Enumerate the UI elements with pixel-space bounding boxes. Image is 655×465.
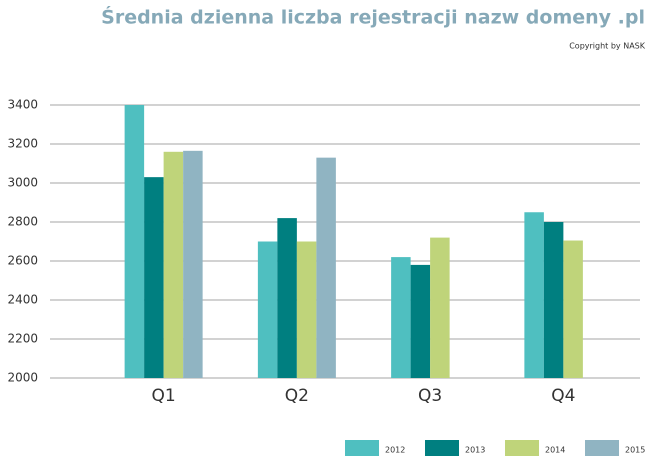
legend-label: 2013 xyxy=(465,446,485,455)
bar xyxy=(277,218,297,378)
y-tick-label: 3000 xyxy=(7,176,38,190)
bar xyxy=(296,241,317,378)
y-tick-label: 3400 xyxy=(7,98,38,112)
y-tick-label: 2800 xyxy=(7,215,38,229)
x-tick-label: Q4 xyxy=(551,386,575,406)
legend-swatch xyxy=(505,440,539,456)
bar xyxy=(563,240,583,378)
bar xyxy=(524,212,544,378)
bar xyxy=(316,157,336,378)
chart-title: Średnia dzienna liczba rejestracji nazw … xyxy=(101,5,645,29)
bar xyxy=(430,237,450,378)
chart-subtitle: Copyright by NASK xyxy=(569,42,646,51)
legend-swatch xyxy=(425,440,459,456)
legend-swatch xyxy=(585,440,619,456)
legend-label: 2014 xyxy=(545,446,565,455)
x-tick-label: Q2 xyxy=(285,386,309,406)
y-tick-label: 2000 xyxy=(7,371,38,385)
bar xyxy=(163,151,184,378)
y-tick-label: 3200 xyxy=(7,137,38,151)
legend-swatch xyxy=(345,440,379,456)
legend-label: 2012 xyxy=(385,446,405,455)
bar xyxy=(410,264,431,378)
bar xyxy=(257,241,278,378)
x-tick-label: Q3 xyxy=(418,386,442,406)
bar xyxy=(183,150,203,378)
bar xyxy=(144,177,164,378)
bar xyxy=(391,257,411,378)
bar xyxy=(124,105,145,378)
legend-label: 2015 xyxy=(625,446,645,455)
y-tick-label: 2400 xyxy=(7,293,38,307)
y-tick-label: 2600 xyxy=(7,254,38,268)
x-tick-label: Q1 xyxy=(152,386,176,406)
y-tick-label: 2200 xyxy=(7,332,38,346)
bar xyxy=(543,222,564,378)
